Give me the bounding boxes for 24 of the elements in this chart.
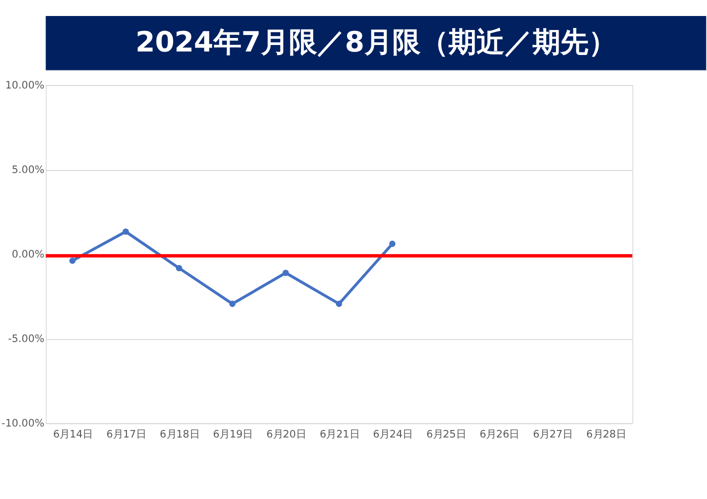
y-tick-label: 0.00% xyxy=(12,248,45,260)
point xyxy=(176,265,182,272)
y-tick-label: 10.00% xyxy=(5,79,45,92)
point xyxy=(389,240,396,247)
x-tick-label: 6月25日 xyxy=(426,428,466,441)
point xyxy=(282,270,289,276)
point xyxy=(122,228,129,235)
x-tick-label: 6月24日 xyxy=(373,428,413,441)
x-tick-label: 6月18日 xyxy=(160,428,200,441)
x-tick-label: 6月28日 xyxy=(586,428,626,441)
chart-title: 2024年7月限／8月限（期近／期先） xyxy=(135,25,616,58)
y-tick-label: -10.00% xyxy=(2,417,45,430)
x-tick-label: 6月27日 xyxy=(532,428,573,441)
x-tick-label: 6月26日 xyxy=(480,428,520,441)
x-tick-label: 6月20日 xyxy=(266,428,306,441)
y-tick-label: 5.00% xyxy=(12,164,45,176)
x-tick-label: 6月21日 xyxy=(320,428,360,441)
point xyxy=(336,300,342,307)
y-tick-label: -5.00% xyxy=(8,332,45,345)
point xyxy=(69,258,76,264)
x-tick-label: 6月14日 xyxy=(53,428,93,441)
x-tick-label: 6月19日 xyxy=(213,428,253,441)
x-tick-label: 6月17日 xyxy=(106,428,146,441)
point xyxy=(229,300,236,307)
